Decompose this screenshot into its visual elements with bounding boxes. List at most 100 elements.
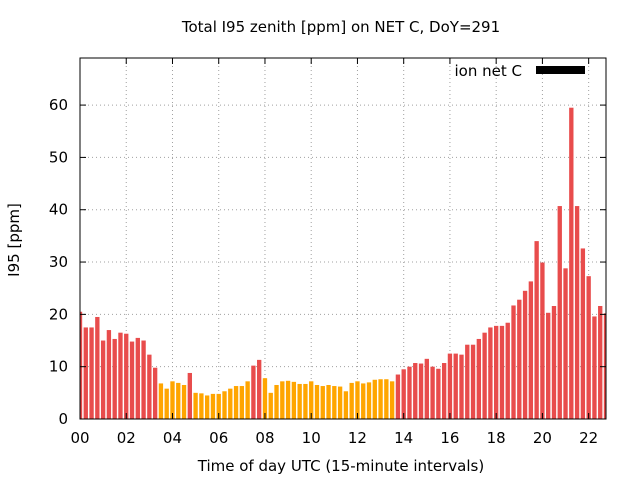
bar [204,395,210,419]
bar [569,107,574,419]
y-tick-label: 40 [49,201,68,219]
bar [436,368,441,419]
axis-ticks: 00 02 04 06 08 10 12 14 16 18 20 22 0 10 20 30 40 50 60 [49,58,606,447]
bar [384,379,389,419]
bar [187,372,192,419]
bar [424,358,429,419]
bar [280,381,285,419]
bar [332,386,337,419]
y-tick-label: 20 [49,305,68,323]
chart-title: Total I95 zenith [ppm] on NET C, DoY=291 [181,18,500,36]
bar [494,325,499,419]
y-tick-label: 10 [49,358,68,376]
bar [158,383,164,419]
bar [95,316,100,419]
bar [447,353,453,419]
bar [129,341,135,419]
bar [557,206,562,419]
bar [349,382,354,419]
bar [603,313,606,419]
bar [291,381,297,419]
bar [546,312,551,419]
bar [401,369,406,419]
bar [366,382,372,419]
bar [459,354,464,419]
bar [413,363,418,419]
x-tick-label: 12 [348,429,367,447]
bar [239,386,245,419]
bar [551,305,557,419]
bar [141,340,146,419]
bar [407,366,412,419]
bar [222,391,227,419]
x-tick-label: 02 [117,429,136,447]
bar [268,392,273,419]
bar [540,262,545,419]
bar [418,363,424,419]
bar [176,382,181,419]
bar [245,381,250,419]
bar [528,281,534,419]
x-tick-label: 06 [209,429,228,447]
bar [586,276,591,419]
bar [453,353,458,419]
bar [580,248,586,419]
bar [106,330,112,419]
bar [314,384,320,419]
bar [361,383,366,419]
bar [251,365,256,419]
bar [441,363,447,419]
bar [534,241,539,419]
legend-swatch [536,66,585,74]
bar [297,383,302,419]
bar [430,366,435,419]
bar [389,381,395,419]
bar [517,299,522,419]
bar [152,367,158,419]
bar [465,344,470,419]
bar [337,386,343,419]
y-tick-label: 0 [58,410,68,428]
bar [511,305,516,419]
bar [343,391,349,419]
bar [598,305,603,419]
y-tick-label: 30 [49,253,68,271]
bar [488,327,493,419]
bar [592,316,597,419]
x-tick-label: 14 [394,429,413,447]
bar [482,332,487,419]
bar [563,268,568,419]
bar [124,333,129,419]
bar [257,359,262,419]
bar [193,392,198,419]
legend-label: ion net C [455,62,522,80]
x-tick-label: 00 [70,429,89,447]
bar [470,344,476,419]
bar [210,393,216,419]
y-tick-label: 60 [49,96,68,114]
bar [228,388,233,419]
bar [199,393,204,419]
bar [522,290,528,419]
x-tick-label: 10 [302,429,321,447]
bar [285,380,291,419]
bar [476,338,482,419]
bar [216,393,221,419]
bar [320,386,325,419]
bar [181,384,187,419]
x-axis-label: Time of day UTC (15-minute intervals) [197,457,484,475]
bar [309,381,314,419]
y-axis-label: I95 [ppm] [5,203,23,277]
bar [164,388,169,419]
bar [100,340,106,419]
bar [303,383,308,419]
bar [574,206,580,419]
bar [89,327,94,419]
bar [80,311,83,419]
bar [355,381,360,419]
bar [118,332,123,419]
bar [372,379,377,419]
bar [170,381,175,419]
bar [83,327,88,419]
